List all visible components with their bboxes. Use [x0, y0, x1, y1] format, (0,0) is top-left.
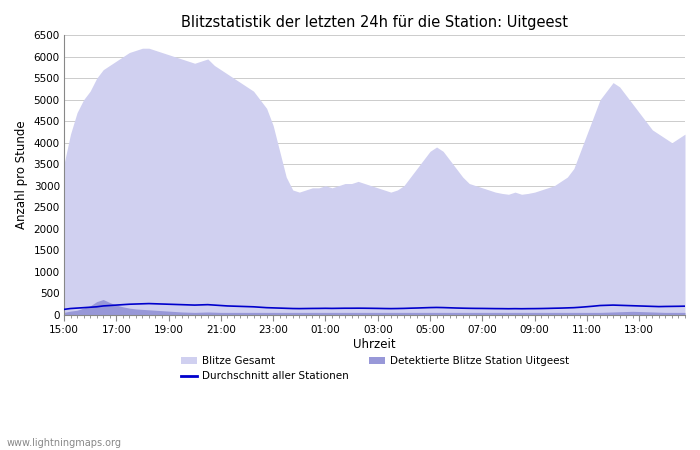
Title: Blitzstatistik der letzten 24h für die Station: Uitgeest: Blitzstatistik der letzten 24h für die S…	[181, 15, 568, 30]
Text: www.lightningmaps.org: www.lightningmaps.org	[7, 438, 122, 448]
Y-axis label: Anzahl pro Stunde: Anzahl pro Stunde	[15, 121, 28, 229]
X-axis label: Uhrzeit: Uhrzeit	[354, 338, 395, 351]
Legend: Blitze Gesamt, Durchschnitt aller Stationen, Detektierte Blitze Station Uitgeest: Blitze Gesamt, Durchschnitt aller Statio…	[181, 356, 569, 381]
